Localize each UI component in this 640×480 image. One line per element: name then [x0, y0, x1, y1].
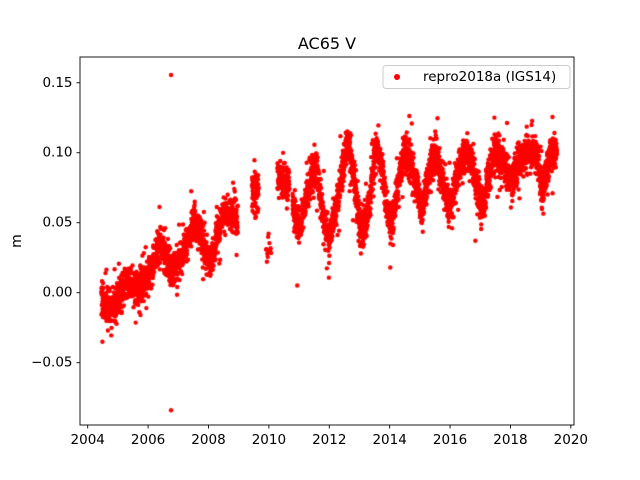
y-tick-label: 0.10	[42, 145, 72, 161]
legend-frame	[382, 65, 571, 89]
legend: repro2018a (IGS14)	[382, 65, 571, 89]
x-tick-label: 2012	[312, 432, 346, 448]
x-tick-label: 2014	[372, 432, 406, 448]
x-tick-label: 2004	[71, 432, 105, 448]
x-tick-label: 2006	[131, 432, 165, 448]
legend-label: repro2018a (IGS14)	[423, 69, 556, 85]
y-tick-label: 0.05	[42, 215, 72, 231]
y-tick-label: 0.00	[42, 285, 72, 301]
y-axis-ticks: −0.05 0.00 0.05 0.10 0.15	[31, 75, 80, 371]
x-axis-ticks: 2004 2006 2008 2010 2012 2014 2016 2018 2020	[71, 425, 588, 448]
x-tick-label: 2020	[554, 432, 588, 448]
x-tick-label: 2010	[252, 432, 286, 448]
x-tick-label: 2008	[191, 432, 225, 448]
plot-border	[79, 56, 575, 426]
y-tick-label: 0.15	[42, 75, 72, 91]
chart-title: AC65 V	[298, 34, 356, 53]
y-axis-label: m	[9, 234, 25, 248]
legend-marker-dot	[394, 74, 400, 80]
x-tick-label: 2016	[433, 432, 467, 448]
y-tick-label: −0.05	[31, 355, 72, 371]
x-tick-label: 2018	[493, 432, 527, 448]
